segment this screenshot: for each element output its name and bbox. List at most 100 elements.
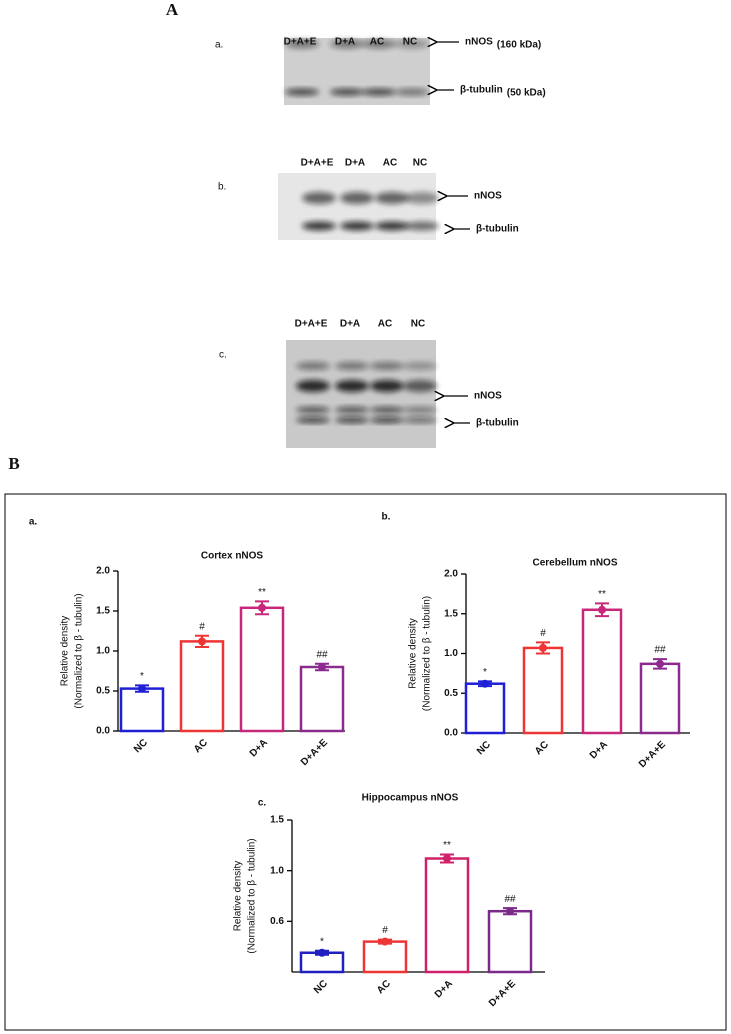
blot-band [285, 88, 319, 96]
blot-band [302, 221, 336, 231]
blot-band [285, 39, 319, 49]
blot-label: c. [219, 350, 227, 361]
y-axis-label: (Normalized to β - tubulin) [422, 596, 433, 711]
y-axis-label: Relative density [60, 616, 71, 687]
mean-dot [656, 659, 664, 668]
x-tick-label: NC [312, 978, 330, 996]
significance-label: # [199, 621, 205, 632]
blot-label: b. [218, 182, 226, 193]
blot-band [330, 39, 364, 49]
y-tick-label: 0.0 [96, 726, 110, 737]
blot-band [375, 221, 409, 231]
marker-size: (160 kDa) [497, 40, 541, 51]
significance-label: ## [316, 649, 328, 660]
x-tick-label: NC [475, 739, 493, 757]
lane-label: D+A [340, 319, 360, 330]
bar [639, 662, 681, 735]
bar [487, 909, 533, 974]
blot-band [340, 192, 374, 204]
significance-label: * [140, 671, 144, 682]
blot-band [370, 380, 404, 392]
mean-dot [318, 948, 326, 957]
lane-label: D+A [335, 37, 355, 48]
blot-band [362, 88, 396, 96]
mean-dot [598, 605, 606, 614]
x-tick-label: AC [192, 737, 210, 755]
y-tick-label: 0.5 [444, 688, 458, 699]
blot-band [362, 39, 396, 49]
lane-label: D+A [345, 158, 365, 169]
panel-label: a. [29, 517, 38, 528]
blot-band [403, 417, 437, 423]
blot-band [370, 406, 404, 414]
blot-band [403, 380, 437, 392]
lane-label: D+A+E [284, 37, 317, 48]
blot-band [296, 380, 330, 392]
x-tick-label: D+A+E [487, 978, 518, 1009]
x-tick-label: AC [533, 739, 551, 757]
chart-title: Cortex nNOS [201, 551, 264, 562]
y-tick-label: 1.0 [96, 646, 110, 657]
marker-label: nNOS [465, 37, 493, 48]
mean-dot [481, 679, 489, 688]
blot-band [296, 362, 330, 370]
lane-label: NC [413, 158, 427, 169]
mean-dot [138, 684, 146, 693]
blot-label: a. [215, 40, 223, 51]
panel-label: B [8, 454, 19, 473]
blot-band [296, 406, 330, 414]
lane-label: NC [403, 37, 417, 48]
panel-label: b. [382, 512, 391, 523]
x-tick-label: D+A+E [637, 739, 668, 770]
significance-label: ** [258, 587, 266, 598]
x-tick-label: AC [375, 978, 393, 996]
marker-label: β-tubulin [476, 418, 519, 429]
blot-band [335, 417, 369, 423]
blot-band [335, 362, 369, 370]
blot-band [302, 192, 336, 204]
bar [464, 682, 506, 735]
x-tick-label: NC [132, 737, 150, 755]
mean-dot [318, 663, 326, 671]
significance-label: * [320, 936, 324, 947]
blot-band [335, 406, 369, 414]
bar [581, 608, 623, 735]
significance-label: # [382, 925, 388, 936]
significance-label: # [540, 628, 546, 639]
chart-title: Hippocampus nNOS [362, 793, 459, 804]
y-tick-label: 1.5 [270, 815, 284, 826]
marker-label: nNOS [474, 391, 502, 402]
panel-label: A [166, 0, 179, 19]
significance-label: ## [504, 894, 516, 905]
y-tick-label: 1.0 [270, 865, 284, 876]
mean-dot [381, 937, 389, 946]
y-tick-label: 1.5 [444, 608, 458, 619]
mean-dot [506, 907, 514, 916]
bar [239, 606, 285, 733]
bar [119, 687, 165, 733]
lane-label: AC [383, 158, 397, 169]
marker-label: β-tubulin [476, 224, 519, 235]
y-axis-label: Relative density [233, 861, 244, 932]
marker-size: (50 kDa) [507, 88, 546, 99]
y-tick-label: 1.5 [96, 606, 110, 617]
y-tick-label: 0.6 [270, 916, 284, 927]
x-tick-label: D+A [248, 737, 270, 759]
blot-band [335, 380, 369, 392]
x-tick-label: D+A+E [299, 737, 330, 768]
lane-label: AC [370, 37, 384, 48]
lane-label: D+A+E [301, 158, 334, 169]
mean-dot [443, 854, 451, 863]
x-tick-label: D+A [433, 978, 455, 1000]
blot-band [403, 362, 437, 370]
blot-band [403, 406, 437, 414]
mean-dot [539, 643, 547, 652]
y-axis-label: (Normalized to β - tubulin) [74, 593, 85, 708]
blot-image [286, 340, 436, 448]
blot-band [296, 417, 330, 423]
y-tick-label: 2.0 [96, 566, 110, 577]
blot-band [405, 192, 439, 204]
y-tick-label: 2.0 [444, 569, 458, 580]
mean-dot [258, 603, 266, 612]
